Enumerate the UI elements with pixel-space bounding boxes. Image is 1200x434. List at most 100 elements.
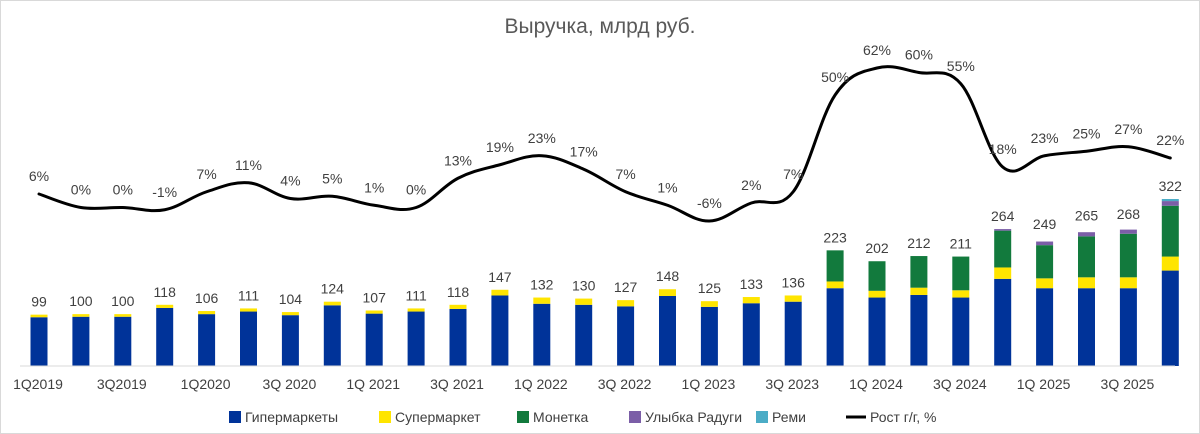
x-tick-label: 3Q2019	[97, 376, 147, 392]
bar-1Q2020-1	[198, 311, 216, 315]
growth-label: 55%	[947, 58, 975, 74]
bar-1Q2019-1	[30, 314, 48, 318]
growth-label: 19%	[486, 139, 514, 155]
bar-4Q2024-1	[994, 267, 1012, 279]
legend-label: Супермаркет	[395, 409, 481, 425]
x-tick-label: 3Q 2025	[1101, 376, 1155, 392]
bar-2Q2024-2	[910, 256, 928, 288]
x-tick-label: 1Q 2021	[346, 376, 400, 392]
growth-label: 5%	[322, 170, 342, 186]
legend-swatch	[229, 411, 241, 423]
bar-4Q2025-4	[1161, 199, 1179, 202]
total-label: 147	[488, 269, 512, 285]
growth-label: 1%	[364, 179, 384, 195]
growth-label: 23%	[1031, 130, 1059, 146]
bar-3Q2021-1	[449, 304, 467, 309]
bar-4Q2024-2	[994, 230, 1012, 268]
x-tick-label: 3Q 2022	[598, 376, 652, 392]
bar-4Q2022-0	[659, 295, 676, 366]
bar-1Q2024-2	[868, 261, 886, 291]
bar-1Q2020-0	[198, 314, 216, 366]
growth-line	[37, 65, 1172, 223]
bar-1Q2025-0	[1036, 288, 1054, 366]
bar-3Q2020-0	[281, 315, 299, 366]
growth-label: 0%	[71, 182, 91, 198]
total-label: 100	[69, 293, 93, 309]
total-label: 130	[572, 278, 596, 294]
bar-2Q2020-1	[240, 308, 257, 312]
bar-4Q2025-2	[1161, 205, 1179, 257]
bar-2Q2025-2	[1078, 236, 1095, 278]
bar-3Q2025-3	[1119, 229, 1137, 234]
total-label: 100	[111, 293, 135, 309]
legend-swatch	[629, 411, 641, 423]
chart-title: Выручка, млрд руб.	[505, 15, 696, 38]
total-label: 132	[530, 277, 554, 293]
bar-1Q2025-3	[1036, 241, 1054, 246]
bar-3Q2024-0	[952, 297, 970, 366]
bar-4Q2024-0	[994, 278, 1012, 366]
bar-1Q2024-1	[868, 290, 886, 298]
growth-label: 4%	[280, 173, 300, 189]
legend: Гипермаркеты Супермаркет Монетка Улыбка Рад…	[229, 409, 936, 425]
bar-4Q2025-1	[1161, 256, 1179, 271]
bar-1Q2022-1	[533, 297, 551, 304]
growth-label: -6%	[697, 195, 722, 211]
growth-label: 7%	[196, 166, 216, 182]
bar-4Q2021-1	[491, 289, 509, 296]
growth-label: 23%	[528, 130, 556, 146]
total-label: 322	[1159, 178, 1183, 194]
bar-3Q2025-1	[1119, 277, 1137, 289]
bar-4Q2019-0	[156, 307, 174, 366]
legend-swatch	[517, 411, 529, 423]
bar-4Q2023-2	[826, 250, 844, 282]
total-label: 124	[321, 281, 345, 297]
growth-label: 25%	[1072, 125, 1100, 141]
growth-label: 7%	[615, 166, 635, 182]
bar-2Q2023-0	[742, 303, 760, 366]
x-tick-label: 1Q2020	[181, 376, 231, 392]
bar-2Q2021-0	[407, 311, 425, 366]
total-label: 111	[238, 287, 259, 303]
bar-2Q2025-3	[1078, 232, 1095, 237]
total-label: 118	[154, 284, 177, 300]
bar-4Q2020-1	[323, 301, 341, 306]
bar-2Q2023-1	[742, 297, 760, 304]
bar-4Q2020-0	[323, 305, 341, 366]
growth-label: 11%	[235, 157, 262, 173]
growth-label: 22%	[1156, 132, 1184, 148]
growth-label: 1%	[657, 179, 677, 195]
total-label: 265	[1075, 208, 1099, 224]
total-label: 133	[740, 276, 764, 292]
bar-3Q2024-2	[952, 256, 970, 291]
bar-4Q2019-1	[156, 304, 174, 308]
total-label: 136	[782, 274, 806, 290]
bar-4Q2022-1	[659, 289, 676, 296]
bar-2Q2025-0	[1078, 288, 1095, 366]
x-tick-label: 1Q 2024	[849, 376, 903, 392]
x-tick-label: 1Q2019	[13, 376, 63, 392]
bar-1Q2025-2	[1036, 245, 1054, 279]
growth-label: 17%	[570, 143, 598, 159]
bar-1Q2023-0	[700, 306, 718, 366]
bar-3Q2019-0	[114, 316, 132, 366]
x-tick-label: 3Q 2020	[263, 376, 317, 392]
total-label: 125	[698, 280, 722, 296]
bar-2Q2020-0	[240, 311, 257, 366]
growth-label: 2%	[741, 177, 761, 193]
bar-1Q2024-0	[868, 297, 886, 366]
total-label: 106	[195, 290, 219, 306]
bar-4Q2025-0	[1161, 270, 1179, 366]
bar-2Q2024-1	[910, 287, 928, 295]
legend-label: Рост г/г, %	[870, 409, 936, 425]
legend-label: Гипермаркеты	[245, 409, 338, 425]
bar-3Q2019-1	[114, 314, 132, 317]
total-label: 211	[950, 236, 973, 252]
growth-label: 0%	[406, 182, 426, 198]
bar-4Q2025-3	[1161, 201, 1179, 206]
x-tick-label: 3Q 2021	[430, 376, 484, 392]
growth-label: 18%	[989, 141, 1017, 157]
bar-1Q2022-0	[533, 303, 551, 366]
x-tick-label: 3Q 2024	[933, 376, 987, 392]
